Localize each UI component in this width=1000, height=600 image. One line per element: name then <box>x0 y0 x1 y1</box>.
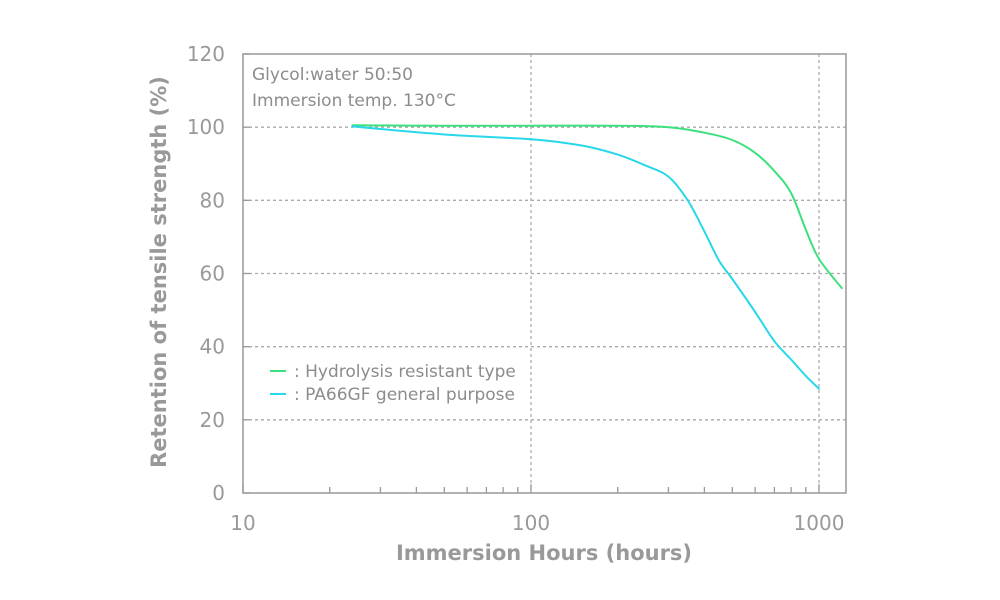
y-tick-label-120: 120 <box>187 42 225 66</box>
y-tick-label-20: 20 <box>200 408 225 432</box>
plot-frame <box>242 53 847 494</box>
series-hydrolysis-resistant-line <box>351 124 843 290</box>
y-tick-label-80: 80 <box>200 188 225 212</box>
legend: : Hydrolysis resistant type : PA66GF gen… <box>270 362 516 405</box>
y-tick-label-100: 100 <box>187 115 225 139</box>
x-tick-label-100: 100 <box>512 511 550 535</box>
y-tick-label-0: 0 <box>212 481 225 505</box>
annotation-mixture: Glycol:water 50:50 <box>252 65 413 85</box>
x-tick-label-10: 10 <box>230 511 255 535</box>
series-lines <box>351 124 843 390</box>
y-tick-label-40: 40 <box>200 335 225 359</box>
legend-label-pa66gf: : PA66GF general purpose <box>294 385 515 405</box>
y-axis-title: Retention of tensile strength (%) <box>147 76 171 468</box>
x-tick-label-1000: 1000 <box>794 511 845 535</box>
x-axis-title: Immersion Hours (hours) <box>396 541 692 565</box>
grid <box>243 54 846 493</box>
legend-label-hydrolysis: : Hydrolysis resistant type <box>294 362 516 382</box>
series-pa66gf-line <box>351 125 820 390</box>
annotation-temperature: Immersion temp. 130°C <box>252 91 456 111</box>
y-tick-label-60: 60 <box>200 262 225 286</box>
tick-labels: 0 20 40 60 80 100 120 10 100 1000 <box>187 42 845 535</box>
